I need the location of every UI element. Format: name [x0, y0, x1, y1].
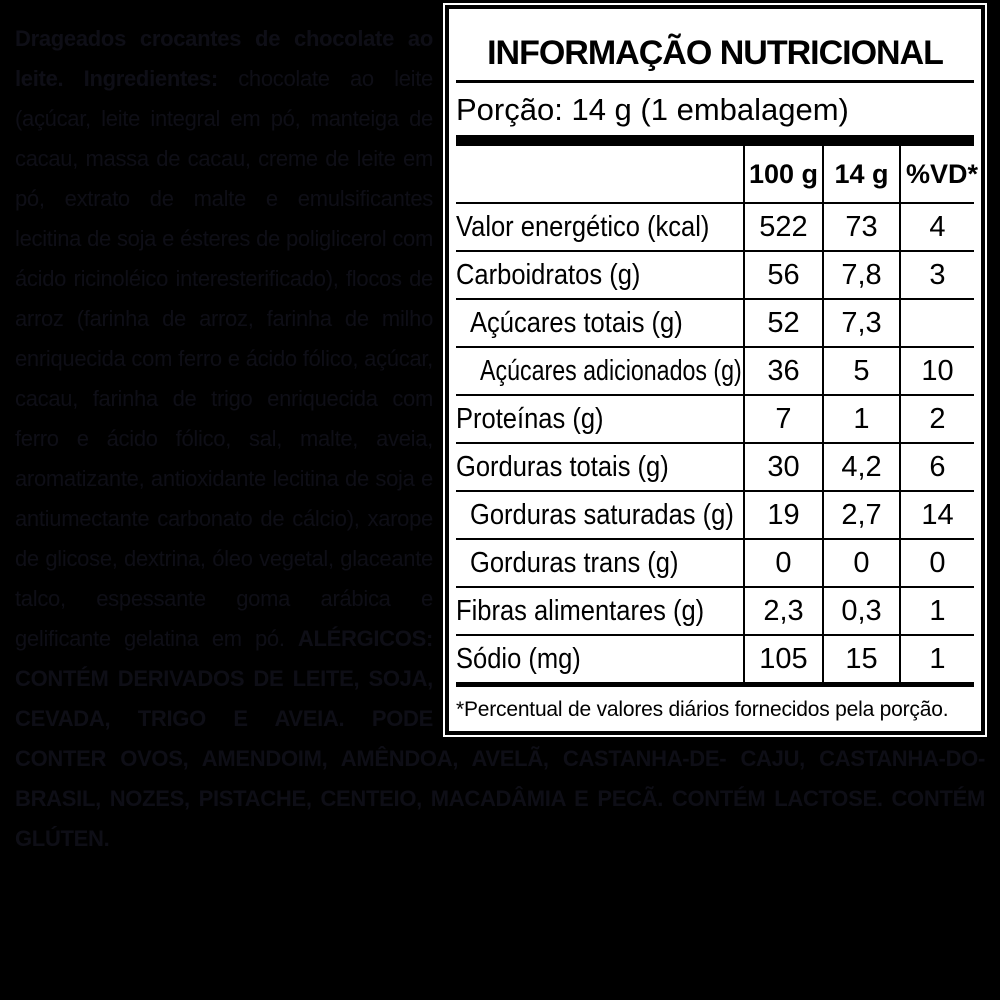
value-100g: 2,3 — [743, 586, 823, 635]
product-description: Drageados crocantes de chocolate ao leit… — [15, 26, 433, 91]
allergen-statement: ALÉRGICOS: CONTÉM DERIVADOS DE LEITE, SO… — [15, 626, 985, 851]
value-14g: 4,2 — [822, 442, 900, 491]
empty-header-cell — [456, 146, 744, 203]
value-vd: 3 — [899, 250, 974, 299]
value-100g: 7 — [743, 394, 823, 443]
nutrient-label: Açúcares totais (g) — [456, 298, 744, 347]
value-vd: 14 — [899, 490, 974, 539]
value-14g: 5 — [822, 346, 900, 395]
ingredients-text: Drageados crocantes de chocolate ao leit… — [15, 5, 985, 859]
column-header-100g: 100 g — [743, 146, 823, 203]
column-header-14g: 14 g — [822, 146, 900, 203]
title-divider — [456, 80, 974, 83]
value-100g: 522 — [743, 202, 823, 251]
value-vd: 4 — [899, 202, 974, 251]
nutrient-row-fibras: Fibras alimentares (g) 2,3 0,3 1 — [456, 586, 974, 635]
value-vd: 1 — [899, 634, 974, 682]
value-100g: 30 — [743, 442, 823, 491]
nutrient-row-proteinas: Proteínas (g) 7 1 2 — [456, 394, 974, 443]
nutrient-row-acucares-totais: Açúcares totais (g) 52 7,3 — [456, 298, 974, 347]
value-14g: 15 — [822, 634, 900, 682]
value-vd: 10 — [899, 346, 974, 395]
value-100g: 56 — [743, 250, 823, 299]
serving-size-line: Porção: 14 g (1 embalagem) — [456, 92, 849, 127]
nutrient-row-gorduras-trans: Gorduras trans (g) 0 0 0 — [456, 538, 974, 587]
value-14g: 7,8 — [822, 250, 900, 299]
nutrient-label: Fibras alimentares (g) — [456, 586, 744, 635]
value-vd: 1 — [899, 586, 974, 635]
value-100g: 105 — [743, 634, 823, 682]
daily-values-footnote: *Percentual de valores diários fornecido… — [456, 698, 949, 721]
ingredients-list: chocolate ao leite (açúcar, leite integr… — [15, 66, 433, 651]
value-100g: 0 — [743, 538, 823, 587]
nutrient-label: Sódio (mg) — [456, 634, 744, 682]
value-14g: 0,3 — [822, 586, 900, 635]
nutrient-label: Gorduras saturadas (g) — [456, 490, 744, 539]
nutrient-row-sodio: Sódio (mg) 105 15 1 — [456, 634, 974, 682]
nutrition-facts-panel: INFORMAÇÃO NUTRICIONAL Porção: 14 g (1 e… — [445, 5, 985, 735]
value-14g: 0 — [822, 538, 900, 587]
nutrient-row-gorduras-totais: Gorduras totais (g) 30 4,2 6 — [456, 442, 974, 491]
nutrient-label: Gorduras trans (g) — [456, 538, 744, 587]
nutrient-label: Gorduras totais (g) — [456, 442, 744, 491]
nutrient-row-carboidratos: Carboidratos (g) 56 7,8 3 — [456, 250, 974, 299]
column-header-row: 100 g 14 g %VD* — [456, 146, 978, 203]
value-14g: 1 — [822, 394, 900, 443]
nutrient-label: Proteínas (g) — [456, 394, 744, 443]
value-14g: 7,3 — [822, 298, 900, 347]
value-vd: 2 — [899, 394, 974, 443]
section-bar-bottom — [456, 682, 974, 687]
nutrient-label: Açúcares adicionados (g) — [456, 346, 744, 395]
value-14g: 2,7 — [822, 490, 900, 539]
value-100g: 52 — [743, 298, 823, 347]
value-14g: 73 — [822, 202, 900, 251]
ingredients-label: Ingredientes: — [83, 66, 239, 91]
nutrient-row-valor-energetico: Valor energético (kcal) 522 73 4 — [456, 202, 974, 251]
value-vd: 0 — [899, 538, 974, 587]
panel-title: INFORMAÇÃO NUTRICIONAL — [487, 34, 944, 72]
value-vd — [899, 298, 974, 347]
value-100g: 36 — [743, 346, 823, 395]
nutrition-table: 100 g 14 g %VD* Valor energético (kcal) … — [456, 146, 978, 682]
nutrient-row-gorduras-saturadas: Gorduras saturadas (g) 19 2,7 14 — [456, 490, 974, 539]
value-vd: 6 — [899, 442, 974, 491]
nutrient-label: Valor energético (kcal) — [456, 202, 744, 251]
nutrient-row-acucares-adicionados: Açúcares adicionados (g) 36 5 10 — [456, 346, 974, 395]
column-header-vd: %VD* — [899, 146, 978, 203]
nutrient-label: Carboidratos (g) — [456, 250, 744, 299]
section-bar-top — [456, 135, 974, 146]
value-100g: 19 — [743, 490, 823, 539]
